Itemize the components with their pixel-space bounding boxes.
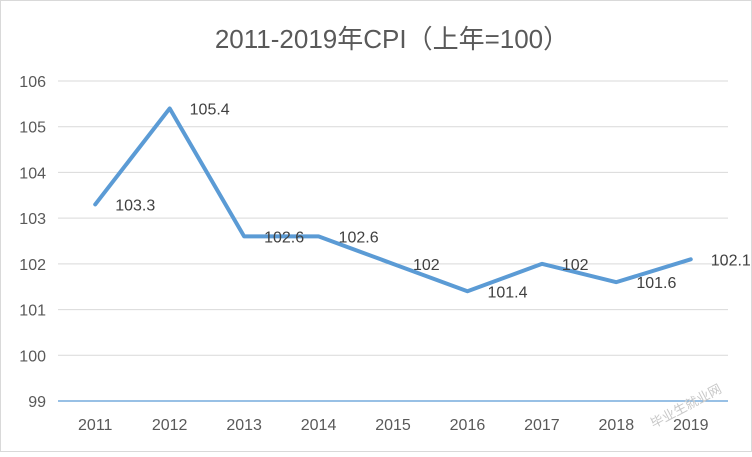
data-label-2011: 103.3 [115,197,155,214]
data-label-2018: 101.6 [636,275,676,292]
y-tick-label-103: 103 [19,211,46,228]
x-tick-label-2016: 2016 [450,417,486,434]
series-line-path [93,106,693,294]
data-label-2015: 102 [413,257,440,274]
y-tick-label-101: 101 [19,303,46,320]
y-tick-label-105: 105 [19,120,46,137]
x-tick-label-2012: 2012 [152,417,188,434]
y-tick-label-102: 102 [19,257,46,274]
x-tick-label-2019: 2019 [673,417,709,434]
y-tick-label-106: 106 [19,74,46,91]
data-label-2016: 101.4 [487,284,527,301]
data-label-2012: 105.4 [190,101,230,118]
gridlines [58,80,728,402]
y-axis-ticks: 99 100 101 102 103 104 105 106 [19,74,46,411]
y-tick-label-104: 104 [19,165,46,182]
data-labels: 103.3 105.4 102.6 102.6 102 101.4 102 101.6 102.… [115,101,751,301]
x-tick-label-2011: 2011 [78,417,113,434]
x-axis-ticks: 2011 2012 2013 2014 2015 2016 2017 2018 2019 [78,417,709,434]
data-label-2013: 102.6 [264,229,304,246]
x-tick-label-2017: 2017 [524,417,560,434]
x-tick-label-2014: 2014 [301,417,337,434]
chart-title: 2011-2019年CPI（上年=100） [215,24,569,54]
y-tick-label-100: 100 [19,348,46,365]
series-line [93,106,693,294]
x-tick-label-2015: 2015 [375,417,411,434]
data-label-2014: 102.6 [339,229,379,246]
data-label-2017: 102 [562,257,589,274]
y-tick-label-99: 99 [28,394,46,411]
x-tick-label-2013: 2013 [226,417,262,434]
x-tick-label-2018: 2018 [599,417,635,434]
data-label-2019: 102.1 [711,252,751,269]
